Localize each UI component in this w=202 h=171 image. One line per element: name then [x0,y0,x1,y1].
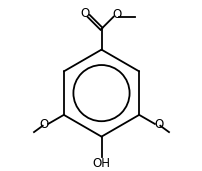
Text: O: O [80,7,90,20]
Text: O: O [154,118,163,131]
Text: O: O [112,8,121,21]
Text: OH: OH [92,157,110,170]
Text: O: O [39,118,48,131]
